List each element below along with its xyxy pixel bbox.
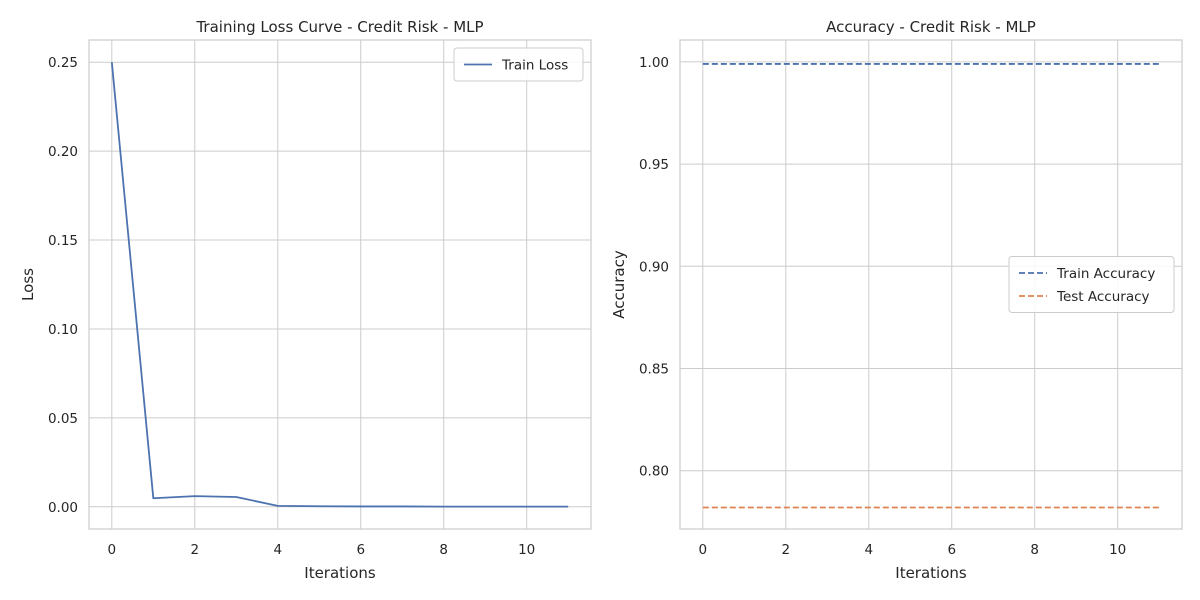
subplot-2: 0 2 4 6 8 10 0.80 0.85 0.90 0.95 1.00 Accuracy - Cr… [610,18,1183,582]
y-tick-label: 0.20 [48,144,78,160]
legend: Train Loss [453,47,584,82]
x-axis-label: Iterations [895,564,967,582]
y-tick-label: 0.15 [48,233,78,249]
legend-box [453,47,584,82]
y-tick-label: 0.85 [639,362,669,378]
x-tick-label: 4 [273,542,282,558]
y-tick-label: 0.80 [639,464,669,480]
x-tick-label: 2 [781,542,790,558]
legend: Train Accuracy Test Accuracy [1008,256,1175,313]
x-tick-label: 4 [864,542,873,558]
y-tick-label: 0.05 [48,411,78,427]
legend-label: Train Loss [501,58,568,74]
x-tick-label: 8 [1030,542,1039,558]
x-tick-label: 2 [190,542,199,558]
y-tick-label: 0.90 [639,259,669,275]
series-line-1 [110,62,569,508]
legend-label: Train Accuracy [1056,266,1155,282]
chart-title: Accuracy - Credit Risk - MLP [826,18,1036,36]
legend-box [1008,256,1175,313]
y-axis-label: Accuracy [610,250,628,319]
x-tick-label: 8 [439,542,448,558]
x-tick-label: 6 [947,542,956,558]
y-tick-label: 1.00 [639,55,669,71]
x-axis-label: Iterations [304,564,376,582]
subplot-1: 0 2 4 6 8 10 0.00 0.05 0.10 0.15 0.20 0.25 Training … [19,18,592,582]
y-tick-label: 0.25 [48,55,78,71]
y-tick-label: 0.95 [639,157,669,173]
x-tick-label: 10 [1109,542,1126,558]
plot-frame [679,39,1183,530]
legend-label: Test Accuracy [1056,289,1150,305]
x-tick-label: 0 [108,542,117,558]
plot-frame [88,39,592,530]
x-tick-label: 6 [356,542,365,558]
y-tick-label: 0.10 [48,322,78,338]
x-tick-label: 0 [699,542,708,558]
y-axis-label: Loss [19,268,37,301]
chart-title: Training Loss Curve - Credit Risk - MLP [195,18,483,36]
y-tick-label: 0.00 [48,500,78,516]
x-tick-label: 10 [518,542,535,558]
